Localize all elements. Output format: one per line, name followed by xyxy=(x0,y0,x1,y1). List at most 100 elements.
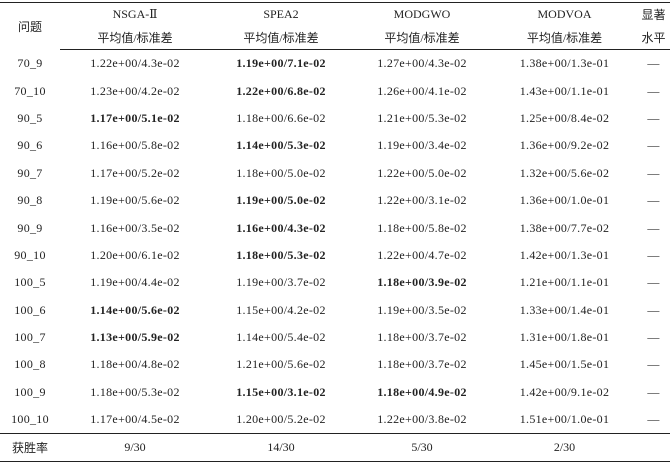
value-cell: 1.22e+00/3.1e-02 xyxy=(377,193,467,208)
value-cell: 1.26e+00/4.1e-02 xyxy=(377,83,467,98)
value-cell: 1.33e+00/1.4e-01 xyxy=(519,302,610,317)
data-row: 100_7 1.13e+00/5.9e-02 1.14e+00/5.4e-02 1.1… xyxy=(0,324,670,351)
value-cell: 1.27e+00/4.3e-02 xyxy=(377,56,467,71)
method-header: MODVOA xyxy=(492,2,637,26)
significance-cell: — xyxy=(647,302,660,317)
value-cell: 1.19e+00/3.7e-02 xyxy=(236,275,326,290)
value-cell: 1.42e+00/1.3e-01 xyxy=(519,247,610,262)
data-row: 70_10 1.23e+00/4.2e-02 1.22e+00/6.8e-02 1.2… xyxy=(0,77,670,104)
value-cell: 1.51e+00/1.0e-01 xyxy=(519,412,610,427)
footer-label: 获胜率 xyxy=(0,433,60,463)
problem-cell: 90_8 xyxy=(17,193,43,208)
significance-header: 显著 xyxy=(637,2,670,26)
results-table: 问题 NSGA-Ⅱ SPEA2 MODGWO MODVOA 显著 平均值/标准差… xyxy=(0,2,670,463)
win-rate: 14/30 xyxy=(210,433,352,463)
significance-cell: — xyxy=(647,83,660,98)
value-cell: 1.38e+00/7.7e-02 xyxy=(519,220,610,235)
problem-cell: 100_5 xyxy=(14,275,46,290)
problem-cell: 70_9 xyxy=(17,55,43,70)
value-cell: 1.22e+00/6.8e-02 xyxy=(236,83,326,98)
table-body: 70_9 1.22e+00/4.3e-02 1.19e+00/7.1e-02 1.27… xyxy=(0,50,670,434)
problem-cell: 100_9 xyxy=(14,384,46,399)
value-cell: 1.23e+00/4.2e-02 xyxy=(90,83,180,98)
value-cell: 1.18e+00/6.6e-02 xyxy=(236,110,326,125)
subheader-row: 平均值/标准差 平均值/标准差 平均值/标准差 平均值/标准差 水平 xyxy=(0,26,670,50)
value-cell: 1.16e+00/3.5e-02 xyxy=(90,220,180,235)
method-header: SPEA2 xyxy=(210,2,352,26)
significance-cell: — xyxy=(647,330,660,345)
problem-cell: 100_7 xyxy=(14,330,46,345)
significance-cell: — xyxy=(647,412,660,427)
value-cell: 1.18e+00/5.3e-02 xyxy=(236,247,326,262)
significance-cell: — xyxy=(647,110,660,125)
value-cell: 1.22e+00/3.8e-02 xyxy=(377,412,467,427)
value-cell: 1.18e+00/5.3e-02 xyxy=(90,384,180,399)
value-cell: 1.21e+00/5.6e-02 xyxy=(236,357,326,372)
value-cell: 1.18e+00/3.7e-02 xyxy=(377,357,467,372)
problem-header: 问题 xyxy=(0,2,60,50)
data-row: 90_9 1.16e+00/3.5e-02 1.16e+00/4.3e-02 1.18… xyxy=(0,214,670,241)
value-cell: 1.15e+00/4.2e-02 xyxy=(236,302,326,317)
header-row: 问题 NSGA-Ⅱ SPEA2 MODGWO MODVOA 显著 xyxy=(0,2,670,50)
data-row: 100_8 1.18e+00/4.8e-02 1.21e+00/5.6e-02 1.1… xyxy=(0,351,670,378)
table-header: 问题 NSGA-Ⅱ SPEA2 MODGWO MODVOA 显著 平均值/标准差… xyxy=(0,2,670,50)
value-cell: 1.36e+00/9.2e-02 xyxy=(519,138,610,153)
value-cell: 1.38e+00/1.3e-01 xyxy=(519,56,610,71)
value-cell: 1.31e+00/1.8e-01 xyxy=(519,330,610,345)
value-cell: 1.22e+00/4.7e-02 xyxy=(377,247,467,262)
value-cell: 1.18e+00/5.8e-02 xyxy=(377,220,467,235)
value-cell: 1.19e+00/5.0e-02 xyxy=(236,193,326,208)
significance-cell: — xyxy=(647,357,660,372)
subheader: 平均值/标准差 xyxy=(492,26,637,50)
problem-cell: 90_5 xyxy=(17,110,43,125)
value-cell: 1.18e+00/3.9e-02 xyxy=(377,275,467,290)
value-cell: 1.42e+00/9.1e-02 xyxy=(519,384,610,399)
data-row: 100_10 1.17e+00/4.5e-02 1.20e+00/5.2e-02 1.… xyxy=(0,406,670,434)
value-cell: 1.17e+00/5.1e-02 xyxy=(90,110,180,125)
data-row: 90_7 1.17e+00/5.2e-02 1.18e+00/5.0e-02 1.22… xyxy=(0,160,670,187)
value-cell: 1.20e+00/6.1e-02 xyxy=(90,247,180,262)
value-cell: 1.13e+00/5.9e-02 xyxy=(90,330,180,345)
problem-cell: 100_8 xyxy=(14,357,46,372)
value-cell: 1.45e+00/1.5e-01 xyxy=(519,357,610,372)
value-cell: 1.16e+00/4.3e-02 xyxy=(236,220,326,235)
subheader: 平均值/标准差 xyxy=(352,26,492,50)
win-rate: 9/30 xyxy=(60,433,210,463)
value-cell: 1.21e+00/5.3e-02 xyxy=(377,110,467,125)
value-cell: 1.19e+00/7.1e-02 xyxy=(236,56,326,71)
value-cell: 1.32e+00/5.6e-02 xyxy=(519,165,610,180)
subheader: 平均值/标准差 xyxy=(60,26,210,50)
empty-cell xyxy=(637,433,670,463)
subheader: 平均值/标准差 xyxy=(210,26,352,50)
significance-cell: — xyxy=(647,165,660,180)
significance-cell: — xyxy=(647,220,660,235)
value-cell: 1.22e+00/5.0e-02 xyxy=(377,165,467,180)
data-row: 90_5 1.17e+00/5.1e-02 1.18e+00/6.6e-02 1.21… xyxy=(0,105,670,132)
table-footer: 获胜率 9/30 14/30 5/30 2/30 xyxy=(0,433,670,463)
value-cell: 1.17e+00/4.5e-02 xyxy=(90,412,180,427)
method-header: MODGWO xyxy=(352,2,492,26)
value-cell: 1.18e+00/4.9e-02 xyxy=(377,384,467,399)
data-row: 100_5 1.19e+00/4.4e-02 1.19e+00/3.7e-02 1.1… xyxy=(0,269,670,296)
value-cell: 1.19e+00/4.4e-02 xyxy=(90,275,180,290)
data-row: 100_9 1.18e+00/5.3e-02 1.15e+00/3.1e-02 1.1… xyxy=(0,379,670,406)
problem-cell: 90_6 xyxy=(17,138,43,153)
value-cell: 1.18e+00/5.0e-02 xyxy=(236,165,326,180)
problem-cell: 70_10 xyxy=(14,83,46,98)
win-rate: 2/30 xyxy=(492,433,637,463)
significance-cell: — xyxy=(647,193,660,208)
method-header: NSGA-Ⅱ xyxy=(60,2,210,26)
significance-cell: — xyxy=(647,247,660,262)
data-row: 90_10 1.20e+00/6.1e-02 1.18e+00/5.3e-02 1.2… xyxy=(0,242,670,269)
value-cell: 1.16e+00/5.8e-02 xyxy=(90,138,180,153)
value-cell: 1.14e+00/5.4e-02 xyxy=(236,330,326,345)
value-cell: 1.21e+00/1.1e-01 xyxy=(519,275,610,290)
value-cell: 1.20e+00/5.2e-02 xyxy=(236,412,326,427)
problem-cell: 100_6 xyxy=(14,302,46,317)
significance-cell: — xyxy=(647,56,660,71)
value-cell: 1.18e+00/3.7e-02 xyxy=(377,330,467,345)
value-cell: 1.15e+00/3.1e-02 xyxy=(236,384,326,399)
significance-cell: — xyxy=(647,384,660,399)
win-rate-row: 获胜率 9/30 14/30 5/30 2/30 xyxy=(0,433,670,463)
